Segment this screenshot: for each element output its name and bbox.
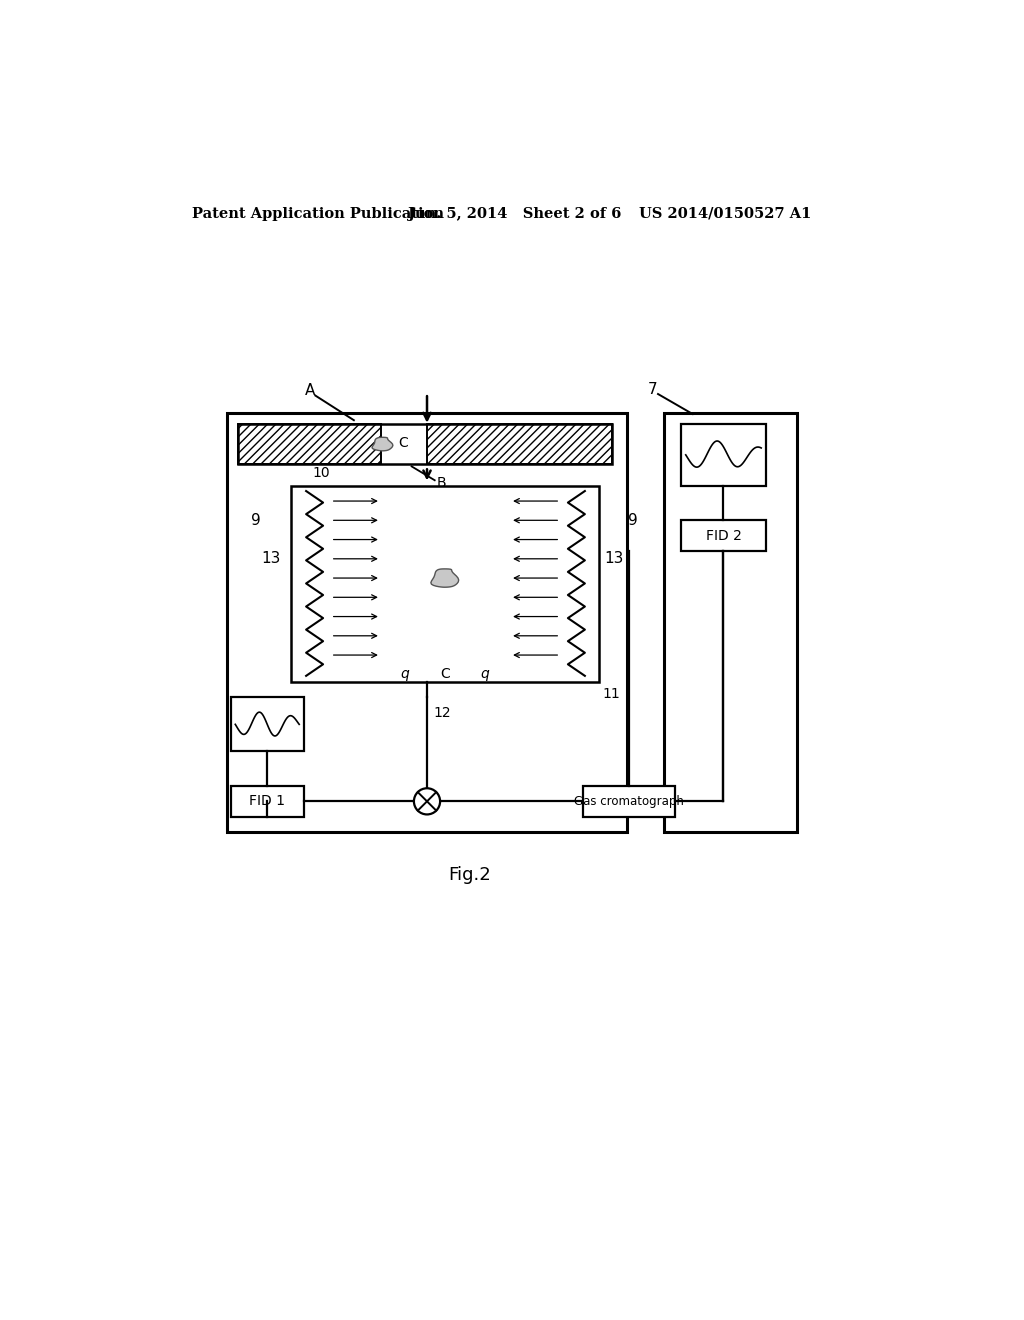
Text: FID 1: FID 1 (249, 795, 286, 808)
Text: 13: 13 (604, 552, 624, 566)
Bar (681, 424, 766, 486)
Text: FID 2: FID 2 (706, 529, 741, 543)
Text: C: C (398, 436, 409, 450)
Text: 9: 9 (251, 512, 261, 528)
Text: B: B (437, 475, 446, 490)
Text: 7: 7 (648, 381, 657, 397)
Text: Jun. 5, 2014   Sheet 2 of 6: Jun. 5, 2014 Sheet 2 of 6 (408, 207, 622, 220)
Bar (230, 697, 304, 751)
Polygon shape (431, 569, 459, 587)
Bar (583, 785, 675, 817)
Polygon shape (372, 437, 393, 451)
Text: A: A (305, 383, 315, 399)
Text: 10: 10 (312, 466, 331, 479)
Text: 12: 12 (433, 706, 451, 719)
Text: 9: 9 (628, 512, 638, 528)
Text: Gas cromatograph: Gas cromatograph (573, 795, 684, 808)
Text: 11: 11 (603, 686, 621, 701)
Bar (226, 412, 628, 832)
Bar (681, 520, 766, 552)
Text: q: q (480, 668, 489, 681)
Text: C: C (440, 668, 450, 681)
Text: Fig.2: Fig.2 (447, 866, 490, 883)
Circle shape (414, 788, 440, 814)
Text: US 2014/0150527 A1: US 2014/0150527 A1 (639, 207, 811, 220)
Bar (230, 785, 304, 817)
Bar (291, 486, 599, 682)
Text: q: q (400, 668, 409, 681)
Text: 13: 13 (262, 552, 282, 566)
Bar (427, 424, 611, 465)
Bar (239, 424, 381, 465)
Bar (665, 412, 797, 832)
Bar (239, 424, 611, 465)
Text: Patent Application Publication: Patent Application Publication (193, 207, 444, 220)
